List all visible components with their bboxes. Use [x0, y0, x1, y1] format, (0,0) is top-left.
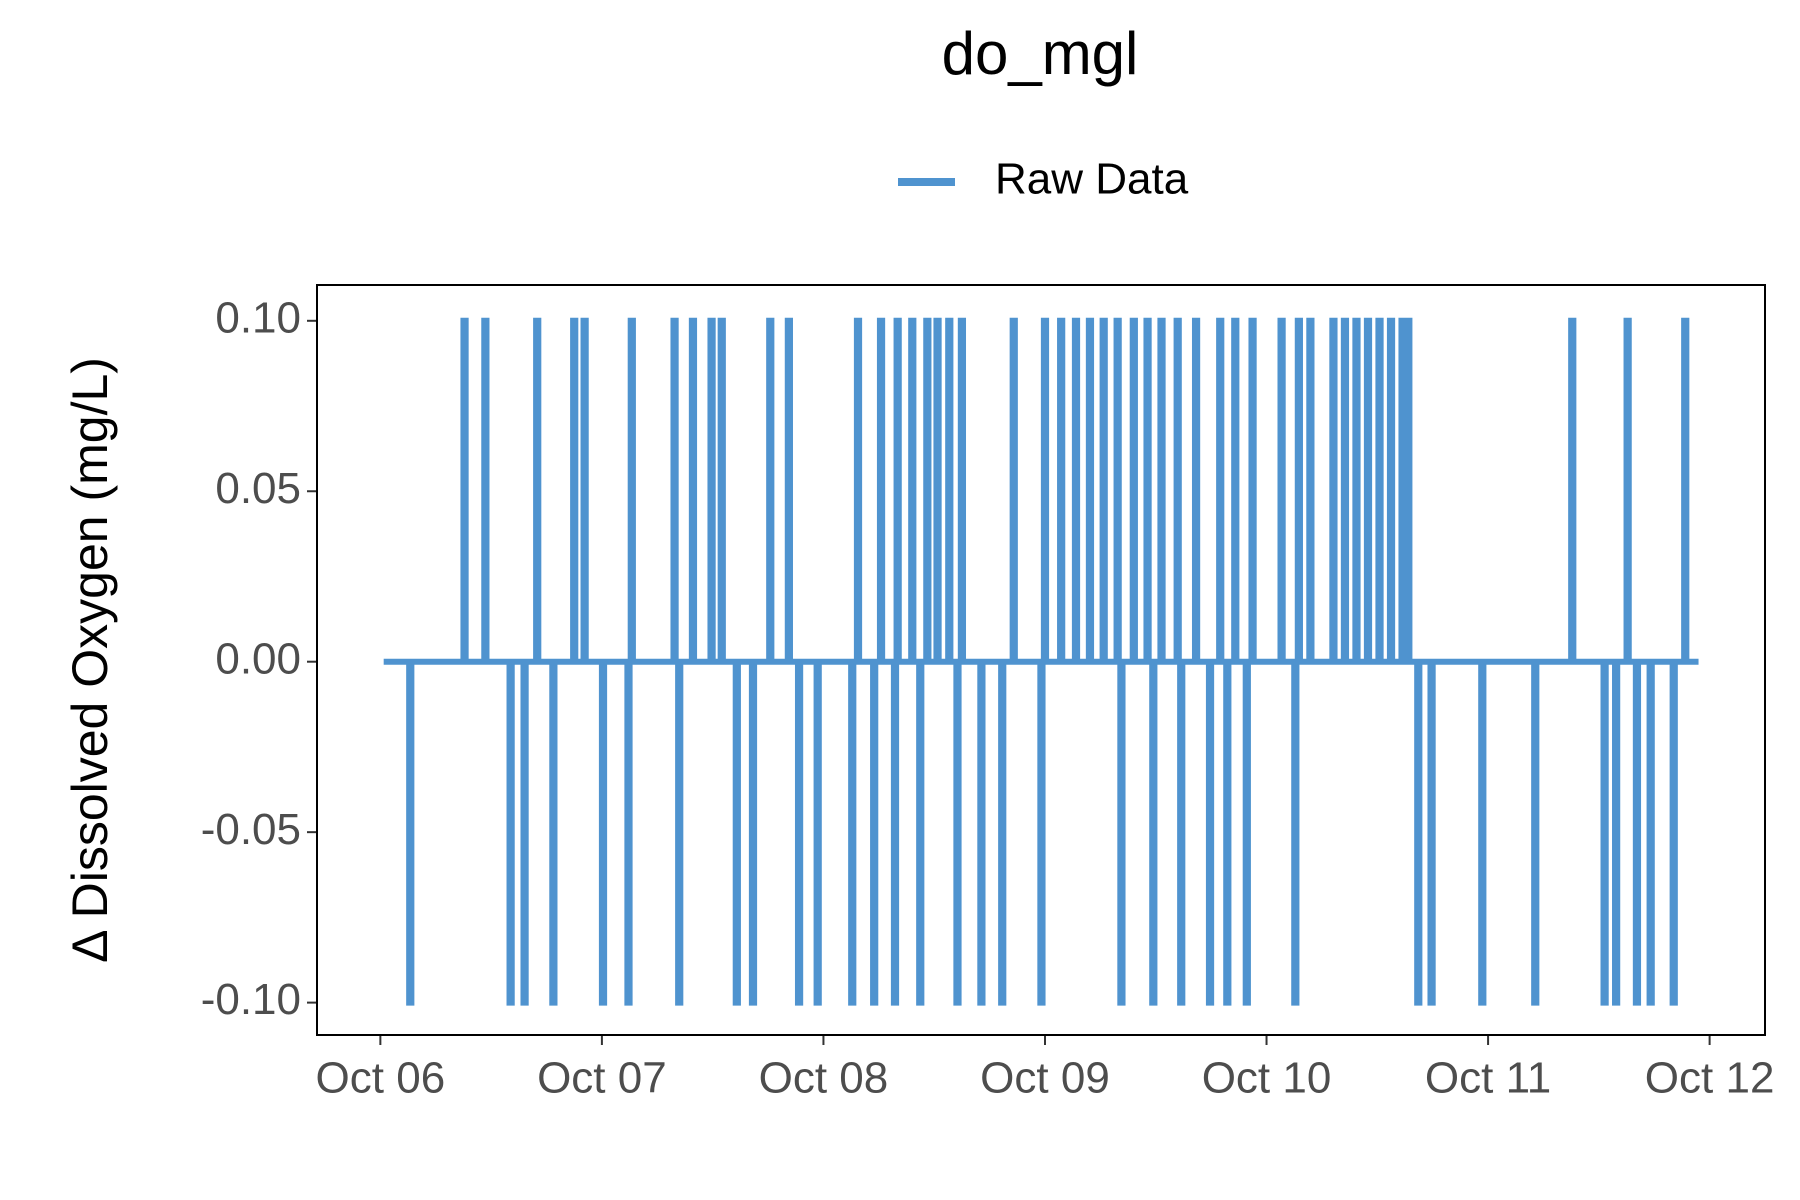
chart-title: do_mgl — [942, 20, 1139, 87]
y-axis-label: Δ Dissolved Oxygen (mg/L) — [62, 357, 118, 963]
y-tick-label: -0.10 — [201, 975, 301, 1024]
y-tick-label: 0.05 — [215, 464, 301, 513]
plot-area: Raw Data -0.10 -0.05 0.00 0.05 0.10 Oct 06 Oct … — [201, 155, 1775, 1103]
x-tick-label: Oct 06 — [316, 1054, 446, 1103]
plot-border — [316, 284, 1766, 1036]
legend-label: Raw Data — [995, 155, 1189, 204]
data-line — [383, 317, 1699, 1006]
x-tick-label: Oct 07 — [537, 1054, 667, 1103]
x-tick-label: Oct 08 — [759, 1054, 889, 1103]
x-tick-label: Oct 11 — [1425, 1054, 1551, 1103]
x-tick-label: Oct 09 — [980, 1054, 1110, 1103]
y-tick-label: -0.05 — [201, 805, 301, 854]
y-tick-label: 0.00 — [215, 634, 301, 683]
x-tick-label: Oct 10 — [1202, 1054, 1332, 1103]
y-tick-label: 0.10 — [215, 293, 301, 342]
x-tick-label: Oct 12 — [1645, 1054, 1775, 1103]
